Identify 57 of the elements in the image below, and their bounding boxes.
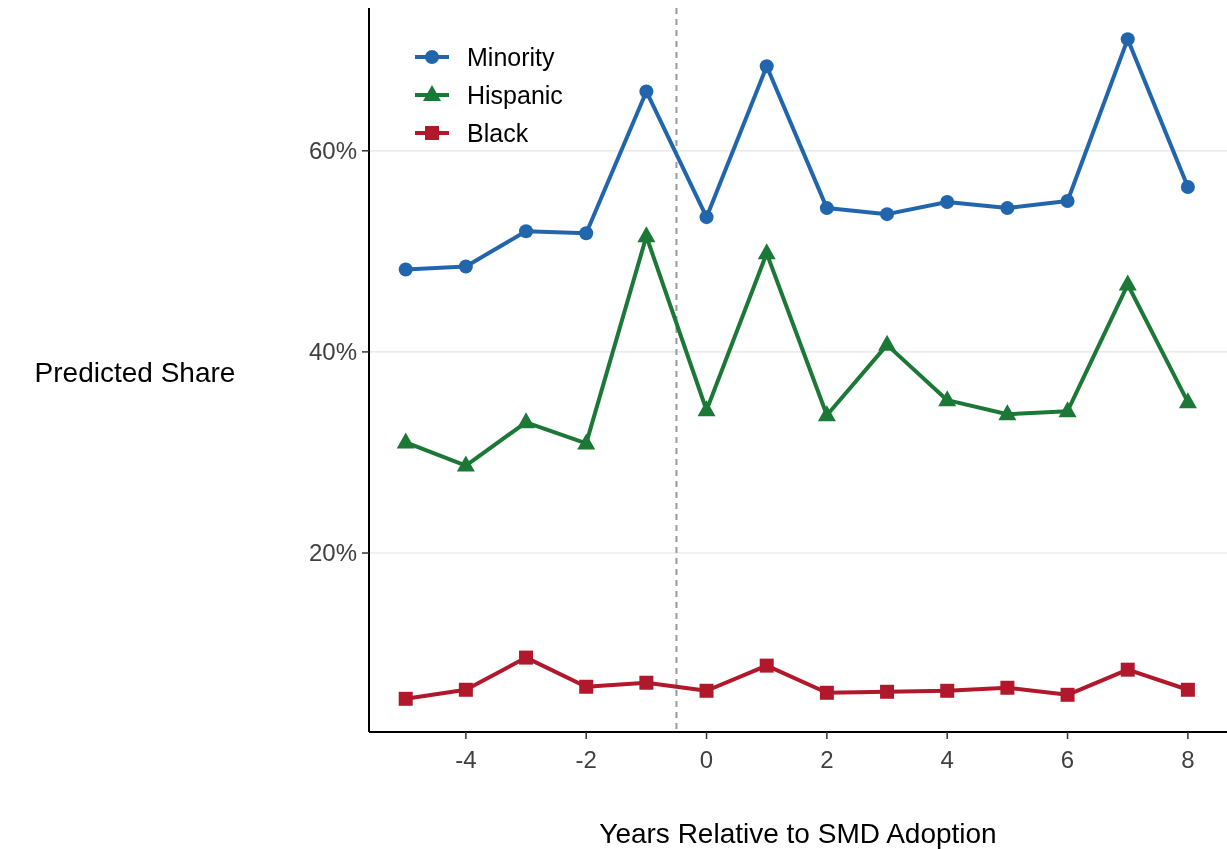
point: [1180, 179, 1195, 194]
point: [396, 432, 415, 449]
point: [697, 400, 716, 417]
point: [456, 455, 475, 472]
point: [1060, 194, 1075, 209]
point: [817, 405, 836, 422]
legend-label: Minority: [467, 43, 556, 71]
point: [577, 433, 596, 450]
y-axis-title: Predicted Share: [34, 357, 236, 388]
point: [699, 683, 714, 698]
point: [878, 334, 897, 351]
point: [940, 683, 955, 698]
point: [517, 412, 536, 429]
point: [458, 682, 473, 697]
x-tick-label: -2: [575, 746, 597, 773]
point: [1178, 392, 1197, 409]
point: [938, 390, 957, 407]
x-tick-label: -4: [455, 746, 477, 773]
point: [880, 207, 895, 222]
point: [1120, 32, 1135, 47]
x-tick-label: 4: [940, 746, 954, 773]
point: [579, 679, 594, 694]
point: [579, 226, 594, 241]
point: [519, 224, 534, 239]
point: [1058, 401, 1077, 418]
point: [759, 59, 774, 74]
point: [819, 685, 834, 700]
y-tick-label: 40%: [308, 337, 357, 365]
point: [639, 84, 654, 99]
x-tick-label: 2: [820, 746, 834, 773]
point: [1118, 274, 1137, 291]
x-axis-title: Years Relative to SMD Adoption: [599, 818, 997, 849]
y-tick-label: 20%: [308, 539, 357, 567]
point: [759, 658, 774, 673]
point: [398, 262, 413, 277]
y-tick-label: 60%: [308, 136, 357, 164]
legend-label: Hispanic: [467, 81, 563, 109]
point: [519, 650, 534, 665]
point: [398, 691, 413, 706]
x-tick-label: 0: [699, 746, 714, 773]
point: [637, 226, 656, 243]
point: [699, 210, 714, 225]
point: [639, 675, 654, 690]
point: [1000, 680, 1015, 695]
point: [940, 195, 955, 210]
point: [1060, 687, 1075, 702]
point: [1120, 662, 1135, 677]
x-tick-label: 8: [1181, 746, 1195, 773]
point: [1180, 682, 1195, 697]
x-tick-label: 6: [1060, 746, 1075, 773]
point: [998, 404, 1017, 421]
point: [880, 684, 895, 699]
legend-label: Black: [467, 119, 529, 147]
point: [819, 201, 834, 216]
point: [1000, 201, 1015, 216]
point: [757, 243, 776, 260]
point: [458, 259, 473, 274]
